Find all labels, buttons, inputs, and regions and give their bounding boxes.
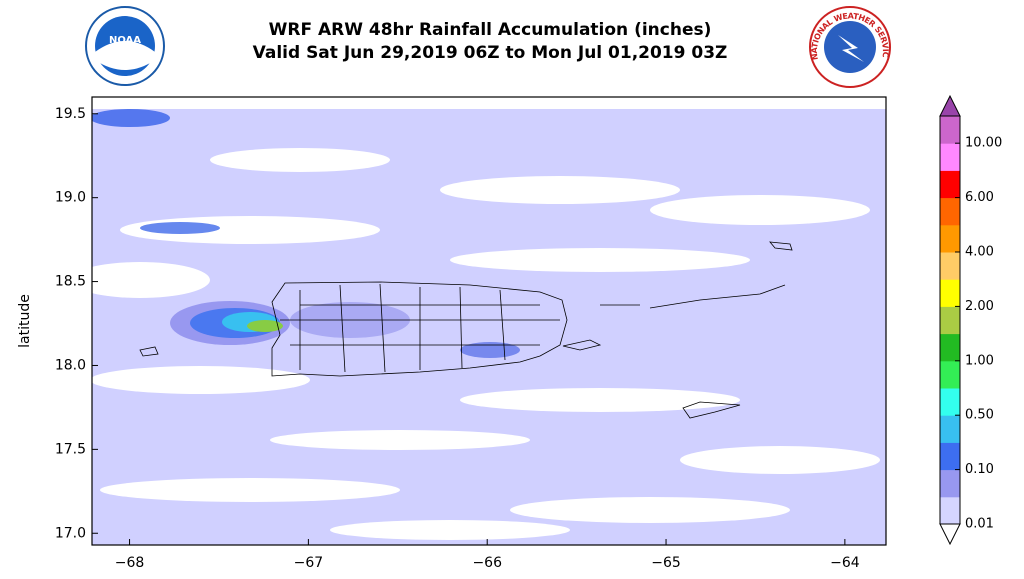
colorbar-tick-label: 1.00 <box>965 353 994 368</box>
title: WRF ARW 48hr Rainfall Accumulation (inch… <box>269 20 712 40</box>
y-tick-label: 17.5 <box>55 441 86 457</box>
colorbar-band <box>940 116 960 144</box>
colorbar-band <box>940 170 960 199</box>
colorbar-tick-label: 0.10 <box>965 462 994 477</box>
colorbar-band <box>940 442 960 471</box>
y-axis-label: latitude <box>17 294 33 348</box>
colorbar-band <box>940 306 960 335</box>
y-tick-label: 17.0 <box>55 525 86 541</box>
colorbar-tick-label: 0.01 <box>965 517 994 532</box>
colorbar-band <box>940 388 960 416</box>
x-tick-label: −66 <box>472 555 502 571</box>
colorbar-tick-label: 2.00 <box>965 299 994 314</box>
colorbar-band <box>940 143 960 171</box>
noaa-text: NOAA <box>109 35 141 46</box>
y-tick-label: 19.5 <box>55 106 86 122</box>
colorbar-band <box>940 197 960 226</box>
colorbar-band <box>940 224 960 253</box>
rain-field <box>92 97 886 545</box>
colorbar-band <box>940 496 960 525</box>
colorbar-band <box>940 279 960 307</box>
x-tick-label: −68 <box>115 555 145 571</box>
colorbar-tick-label: 10.00 <box>965 136 1002 151</box>
plot-frame <box>91 96 887 546</box>
y-tick-label: 18.0 <box>55 357 86 373</box>
colorbar-band <box>940 360 960 389</box>
colorbar-tick-label: 6.00 <box>965 190 994 205</box>
colorbar-under <box>939 523 961 546</box>
colorbar-band <box>940 469 960 498</box>
colorbar-frame <box>939 115 961 525</box>
y-tick-label: 18.5 <box>55 274 86 290</box>
subtitle: Valid Sat Jun 29,2019 06Z to Mon Jul 01,… <box>253 43 728 63</box>
x-tick-label: −64 <box>830 555 860 571</box>
colorbar-band <box>940 333 960 362</box>
x-tick-label: −67 <box>294 555 324 571</box>
colorbar-band <box>940 415 960 443</box>
colorbar-tick-label: 4.00 <box>965 245 994 260</box>
x-tick-label: −65 <box>651 555 681 571</box>
y-tick-label: 19.0 <box>55 190 86 206</box>
noaa-logo: NOAA <box>85 6 165 86</box>
colorbar-band <box>940 252 960 280</box>
coastlines <box>139 241 793 419</box>
colorbar-tick-label: 0.50 <box>965 408 994 423</box>
colorbar-over <box>939 94 961 117</box>
